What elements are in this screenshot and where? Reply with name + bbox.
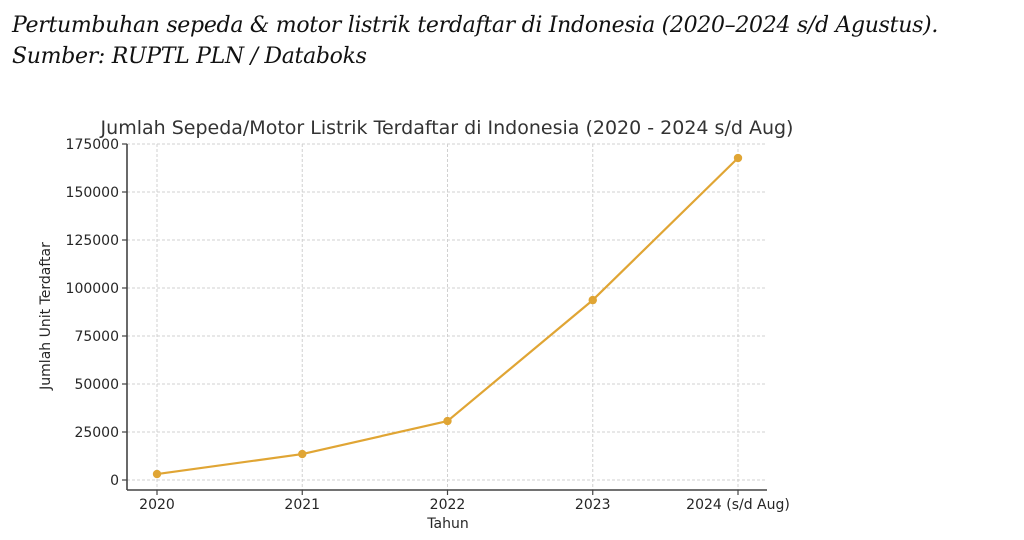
chart-title: Jumlah Sepeda/Motor Listrik Terdaftar di… [100, 117, 794, 139]
caption-line-1: Pertumbuhan sepeda & motor listrik terda… [12, 13, 939, 38]
x-tick-label: 2021 [284, 497, 320, 513]
data-point-marker [298, 449, 307, 459]
figure-caption: Pertumbuhan sepeda & motor listrik terda… [12, 10, 938, 72]
y-tick-label: 75000 [74, 329, 119, 345]
x-tick-label: 2024 (s/d Aug) [686, 497, 790, 513]
x-axis-ticks: 2020 2021 2022 2023 2024 (s/d Aug) [139, 490, 790, 513]
y-tick-label: 100000 [66, 281, 119, 297]
y-tick-label: 150000 [66, 185, 119, 201]
y-axis-label: Jumlah Unit Terdaftar [38, 242, 54, 391]
caption-line-2: Sumber: RUPTL PLN / Databoks [12, 44, 367, 69]
data-series [152, 153, 743, 479]
data-point-marker [152, 469, 162, 479]
gridlines [127, 143, 767, 490]
y-tick-label: 25000 [74, 425, 119, 441]
x-tick-label: 2020 [139, 497, 175, 513]
data-point-marker [588, 295, 597, 305]
x-tick-label: 2022 [430, 497, 466, 513]
data-point-marker [733, 153, 743, 163]
y-tick-label: 175000 [66, 137, 119, 153]
y-axis-ticks: 0 25000 50000 75000 100000 125000 150000 175000 [66, 137, 127, 489]
y-tick-label: 0 [110, 473, 119, 489]
data-point-marker [443, 416, 452, 426]
x-axis-label: Tahun [426, 516, 468, 532]
y-tick-label: 125000 [66, 233, 119, 249]
y-tick-label: 50000 [74, 377, 119, 393]
x-tick-label: 2023 [575, 497, 611, 513]
